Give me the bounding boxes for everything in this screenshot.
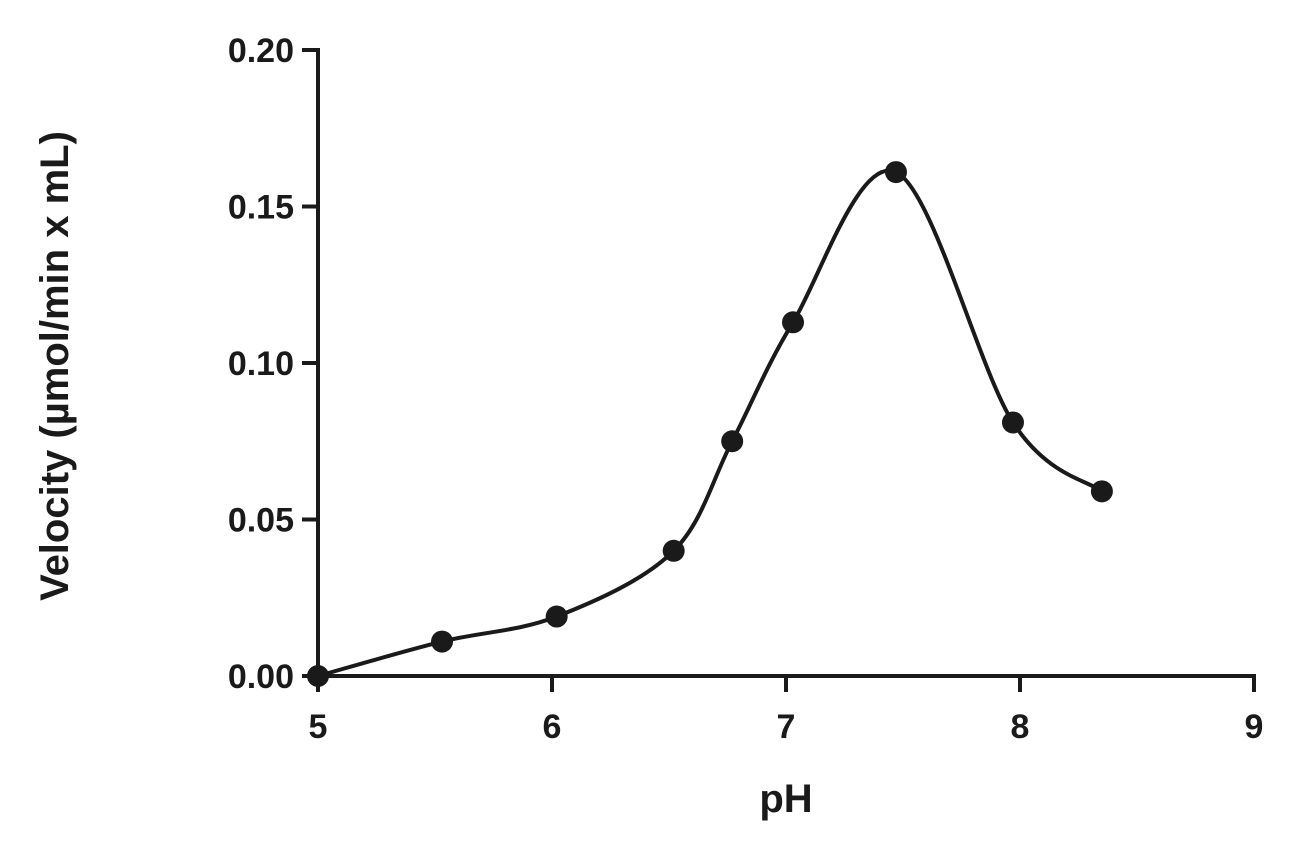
y-tick-label: 0.00 bbox=[228, 658, 294, 696]
series-curve bbox=[317, 168, 1104, 678]
y-tick-label: 0.05 bbox=[228, 502, 294, 540]
data-point bbox=[545, 605, 568, 628]
x-tick-label: 5 bbox=[309, 708, 328, 746]
data-point bbox=[431, 630, 454, 653]
data-point bbox=[721, 430, 744, 453]
data-point bbox=[1090, 480, 1113, 503]
y-axis-title: Velocity (µmol/min x mL) bbox=[33, 131, 77, 601]
y-tick-label: 0.15 bbox=[228, 189, 294, 227]
data-point bbox=[662, 539, 685, 562]
data-points bbox=[307, 161, 1113, 687]
x-tick-label: 6 bbox=[543, 708, 562, 746]
y-tick-label: 0.10 bbox=[228, 345, 294, 383]
data-point bbox=[1001, 411, 1024, 434]
x-tick-label: 8 bbox=[1011, 708, 1030, 746]
y-tick-label: 0.20 bbox=[228, 32, 294, 70]
y-axis-ticks: 0.00 0.05 0.10 0.15 0.20 bbox=[228, 32, 318, 696]
data-point bbox=[884, 161, 907, 184]
x-axis-title: pH bbox=[759, 777, 812, 821]
x-tick-label: 7 bbox=[777, 708, 796, 746]
data-point bbox=[782, 311, 805, 334]
data-point bbox=[307, 665, 329, 687]
x-axis-ticks: 5 6 7 8 9 bbox=[309, 676, 1264, 746]
x-tick-label: 9 bbox=[1245, 708, 1264, 746]
